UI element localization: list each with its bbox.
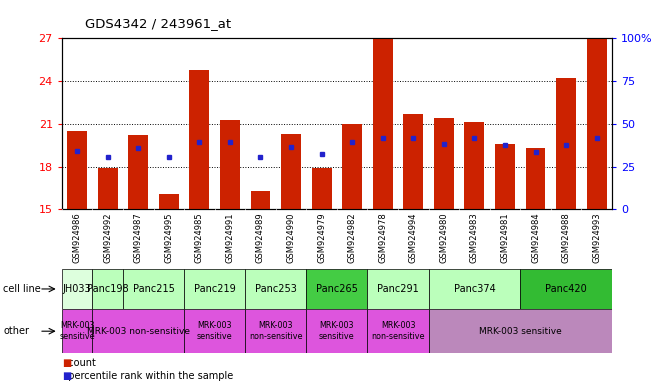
- Bar: [62, 269, 92, 309]
- Text: GSM924995: GSM924995: [164, 212, 173, 263]
- Bar: [159, 194, 179, 209]
- Bar: [464, 122, 484, 209]
- Bar: [367, 269, 428, 309]
- Text: cell line: cell line: [3, 284, 41, 294]
- Bar: [67, 131, 87, 209]
- Bar: [312, 168, 331, 209]
- Text: GSM924988: GSM924988: [562, 212, 570, 263]
- Bar: [281, 134, 301, 209]
- Bar: [92, 269, 123, 309]
- Text: GSM924992: GSM924992: [104, 212, 112, 263]
- Text: GSM924994: GSM924994: [409, 212, 418, 263]
- Text: ■: ■: [62, 358, 71, 368]
- Bar: [62, 309, 92, 353]
- Text: Panc265: Panc265: [316, 284, 358, 294]
- Text: Panc420: Panc420: [546, 284, 587, 294]
- Text: GSM924991: GSM924991: [225, 212, 234, 263]
- Bar: [520, 269, 612, 309]
- Bar: [404, 114, 423, 209]
- Bar: [428, 309, 612, 353]
- Bar: [92, 309, 184, 353]
- Text: MRK-003 non-sensitive: MRK-003 non-sensitive: [87, 327, 189, 336]
- Text: Panc253: Panc253: [255, 284, 297, 294]
- Text: Panc215: Panc215: [133, 284, 174, 294]
- Text: GSM924989: GSM924989: [256, 212, 265, 263]
- Text: GSM924984: GSM924984: [531, 212, 540, 263]
- Bar: [123, 269, 184, 309]
- Text: GSM924986: GSM924986: [73, 212, 81, 263]
- Text: Panc291: Panc291: [377, 284, 419, 294]
- Bar: [434, 118, 454, 209]
- Bar: [367, 309, 428, 353]
- Text: GSM924980: GSM924980: [439, 212, 449, 263]
- Text: GSM924982: GSM924982: [348, 212, 357, 263]
- Text: GDS4342 / 243961_at: GDS4342 / 243961_at: [85, 17, 230, 30]
- Text: JH033: JH033: [62, 284, 91, 294]
- Bar: [98, 168, 118, 209]
- Bar: [342, 124, 362, 209]
- Text: other: other: [3, 326, 29, 336]
- Text: MRK-003
sensitive: MRK-003 sensitive: [59, 321, 95, 341]
- Text: MRK-003
sensitive: MRK-003 sensitive: [197, 321, 232, 341]
- Text: GSM924978: GSM924978: [378, 212, 387, 263]
- Text: GSM924985: GSM924985: [195, 212, 204, 263]
- Bar: [184, 269, 245, 309]
- Bar: [189, 70, 210, 209]
- Text: ■: ■: [62, 371, 71, 381]
- Bar: [525, 148, 546, 209]
- Text: MRK-003
sensitive: MRK-003 sensitive: [319, 321, 355, 341]
- Bar: [373, 38, 393, 209]
- Bar: [587, 38, 607, 209]
- Text: GSM924981: GSM924981: [501, 212, 510, 263]
- Text: MRK-003 sensitive: MRK-003 sensitive: [479, 327, 562, 336]
- Text: Panc374: Panc374: [454, 284, 495, 294]
- Bar: [245, 309, 307, 353]
- Text: GSM924990: GSM924990: [286, 212, 296, 263]
- Text: GSM924979: GSM924979: [317, 212, 326, 263]
- Text: MRK-003
non-sensitive: MRK-003 non-sensitive: [249, 321, 303, 341]
- Text: Panc219: Panc219: [194, 284, 236, 294]
- Text: MRK-003
non-sensitive: MRK-003 non-sensitive: [371, 321, 424, 341]
- Bar: [220, 119, 240, 209]
- Bar: [245, 269, 307, 309]
- Bar: [128, 135, 148, 209]
- Text: GSM924987: GSM924987: [133, 212, 143, 263]
- Bar: [184, 309, 245, 353]
- Bar: [556, 78, 576, 209]
- Text: count: count: [62, 358, 96, 368]
- Bar: [307, 269, 367, 309]
- Text: percentile rank within the sample: percentile rank within the sample: [62, 371, 233, 381]
- Bar: [307, 309, 367, 353]
- Text: GSM924983: GSM924983: [470, 212, 479, 263]
- Text: GSM924993: GSM924993: [592, 212, 601, 263]
- Text: Panc198: Panc198: [87, 284, 128, 294]
- Bar: [428, 269, 520, 309]
- Bar: [495, 144, 515, 209]
- Bar: [251, 191, 270, 209]
